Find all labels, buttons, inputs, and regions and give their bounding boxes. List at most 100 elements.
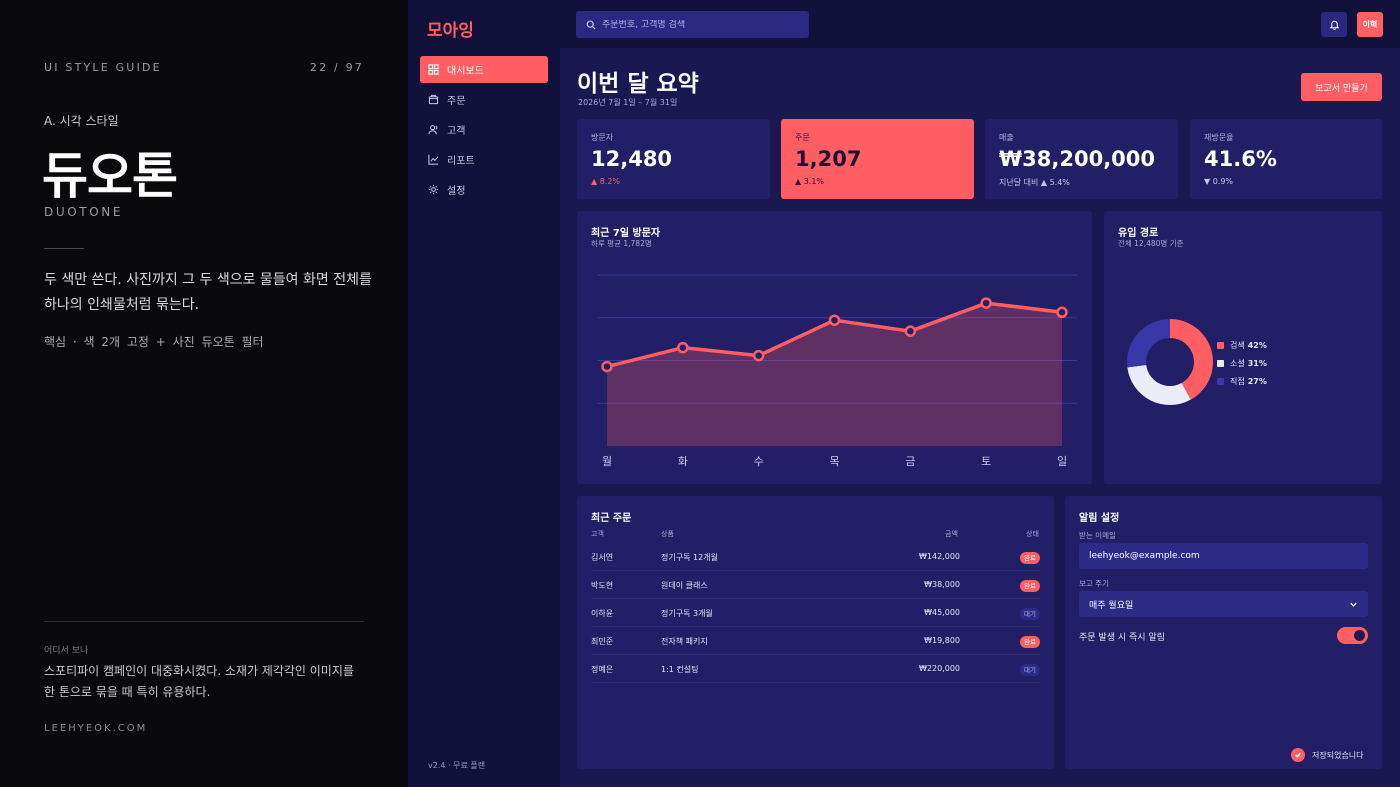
sidebar-item-label: 설정: [447, 186, 466, 197]
status-badge: 완료: [1020, 552, 1040, 564]
cell-amount: ₩142,000: [919, 552, 960, 561]
table-row[interactable]: 정예은 1:1 컨설팅 ₩220,000 대기: [591, 655, 1040, 683]
donut-slice[interactable]: [1127, 319, 1170, 368]
email-field[interactable]: [1079, 543, 1368, 569]
table-row[interactable]: 박도현 원데이 클래스 ₩38,000 완료: [591, 571, 1040, 599]
traffic-source-card: 유입 경로 전체 12,480명 기준 검색 42% 소셜 31% 직접 27%: [1104, 211, 1382, 484]
data-point[interactable]: [904, 325, 917, 337]
guide-site: LEEHYEOK.COM: [44, 723, 148, 734]
chart-title: 유입 경로: [1118, 228, 1159, 239]
x-tick-label: 일: [1057, 454, 1067, 468]
guide-divider: [44, 248, 84, 249]
cart-icon: [428, 94, 439, 105]
chart-title: 최근 7일 방문자: [591, 228, 661, 239]
toggle-knob: [1354, 630, 1365, 641]
period-label: 보고 주기: [1079, 579, 1109, 588]
legend-swatch: [1217, 378, 1224, 385]
x-tick-label: 수: [754, 455, 764, 468]
legend-value: 27%: [1247, 377, 1267, 386]
cell-amount: ₩45,000: [924, 608, 960, 617]
table-row[interactable]: 김서연 정기구독 12개월 ₩142,000 완료: [591, 543, 1040, 571]
area-fill: [607, 303, 1062, 446]
chart-subtitle: 전체 12,480명 기준: [1118, 239, 1184, 248]
bell-icon: [1329, 20, 1339, 30]
sidebar-nav: 대시보드 주문 고객 리포트 설정: [420, 56, 548, 206]
donut-slice[interactable]: [1170, 319, 1213, 400]
stat-delta-value: ▲ 3.1%: [795, 177, 825, 186]
date-range: 2026년 7월 1일 – 7월 31일: [578, 98, 678, 107]
search-icon: [586, 20, 596, 29]
legend-swatch: [1217, 342, 1224, 349]
search-box[interactable]: [576, 11, 809, 38]
donut-legend: 검색 42% 소셜 31% 직접 27%: [1217, 340, 1267, 394]
cell-product: 원데이 클래스: [661, 581, 708, 590]
period-select-value: 매주 월요일: [1089, 600, 1134, 611]
stat-card-orders[interactable]: 주문 1,207 ▲ 3.1%: [781, 119, 974, 199]
sidebar-item-reports[interactable]: 리포트: [420, 146, 548, 173]
sidebar-item-customers[interactable]: 고객: [420, 116, 548, 143]
guide-header: UI STYLE GUIDE 22 / 97: [44, 61, 364, 74]
data-point[interactable]: [828, 314, 841, 326]
stat-label: 재방문율: [1204, 133, 1234, 142]
chevron-down-icon: [1350, 602, 1357, 607]
legend-swatch: [1217, 360, 1224, 367]
guide-page-number: 22 / 97: [309, 61, 364, 74]
app-logo[interactable]: 모아잉: [427, 21, 474, 41]
search-input[interactable]: [602, 19, 802, 30]
stat-value: ₩38,200,000: [999, 147, 1156, 171]
stat-value: 41.6%: [1204, 147, 1277, 171]
sidebar-item-dashboard[interactable]: 대시보드: [420, 56, 548, 83]
stat-delta-value: ▼ 0.9%: [1204, 177, 1234, 186]
visitors-chart-card: 최근 7일 방문자 하루 평균 1,782명 월 화 수 목 금 토 일: [577, 211, 1092, 484]
user-avatar[interactable]: 이혁: [1357, 12, 1383, 37]
sidebar-item-settings[interactable]: 설정: [420, 176, 548, 203]
grid-icon: [428, 64, 439, 75]
stat-label: 매출: [999, 133, 1014, 142]
stat-card-return-rate[interactable]: 재방문율 41.6% ▼ 0.9%: [1190, 119, 1382, 199]
legend-value: 31%: [1247, 359, 1267, 368]
stat-card-revenue[interactable]: 매출 ₩38,200,000 지난달 대비 ▲ 5.4%: [985, 119, 1178, 199]
table-row[interactable]: 최민준 전자책 패키지 ₩19,800 완료: [591, 627, 1040, 655]
data-point[interactable]: [1056, 306, 1068, 319]
guide-header-label: UI STYLE GUIDE: [44, 61, 162, 74]
cell-amount: ₩38,000: [924, 580, 960, 589]
check-icon: [1291, 748, 1305, 762]
settings-icon: [428, 184, 439, 195]
stat-delta: ▲ 3.1%: [795, 177, 824, 186]
guide-where-text: 스포티파이 캠페인이 대중화시켰다. 소재가 제각각인 이미지를 한 톤으로 묶…: [44, 664, 354, 699]
notifications-button[interactable]: [1321, 12, 1347, 37]
legend-value: 42%: [1247, 341, 1267, 350]
cell-customer: 김서연: [591, 553, 614, 562]
legend-item: 소셜 31%: [1217, 358, 1267, 369]
table-row[interactable]: 이하윤 정기구독 3개월 ₩45,000 대기: [591, 599, 1040, 627]
data-point[interactable]: [677, 341, 689, 354]
alert-settings-card: 알림 설정 받는 이메일 보고 주기 매주 월요일 주문 발생 시 즉시 알림 …: [1065, 496, 1382, 769]
chart-subtitle: 하루 평균 1,782명: [591, 239, 652, 248]
col-amount: 금액: [945, 530, 958, 538]
period-select[interactable]: 매주 월요일: [1079, 591, 1368, 617]
donut-slice[interactable]: [1127, 365, 1191, 405]
stat-card-visitors[interactable]: 방문자 12,480 ▲ 8.2%: [577, 119, 770, 199]
sidebar-item-orders[interactable]: 주문: [420, 86, 548, 113]
instant-alert-toggle[interactable]: [1337, 627, 1368, 644]
guide-category: A. 시각 스타일: [44, 114, 119, 128]
sidebar-item-label: 대시보드: [447, 66, 484, 77]
sidebar-item-label: 리포트: [447, 156, 475, 167]
data-point[interactable]: [752, 349, 765, 362]
sidebar: 모아잉 대시보드 주문 고객 리포트 설정 v2.4 · 무료: [408, 0, 560, 787]
stat-delta-value: ▲ 8.2%: [591, 177, 621, 186]
x-tick-label: 화: [678, 455, 688, 468]
style-guide-panel: UI STYLE GUIDE 22 / 97 A. 시각 스타일 듀오톤 DUO…: [0, 0, 408, 787]
create-report-button[interactable]: 보고서 만들기: [1301, 73, 1382, 101]
data-point[interactable]: [601, 360, 613, 373]
data-point[interactable]: [980, 297, 992, 309]
legend-item: 직접 27%: [1217, 376, 1267, 387]
cell-product: 정기구독 12개월: [661, 553, 718, 562]
guide-title: 듀오톤: [42, 147, 178, 205]
orders-title: 최근 주문: [591, 513, 632, 524]
topbar: 이혁: [560, 0, 1400, 48]
status-badge: 대기: [1020, 664, 1040, 676]
col-status: 상태: [1026, 530, 1039, 538]
sidebar-item-label: 고객: [447, 126, 466, 137]
